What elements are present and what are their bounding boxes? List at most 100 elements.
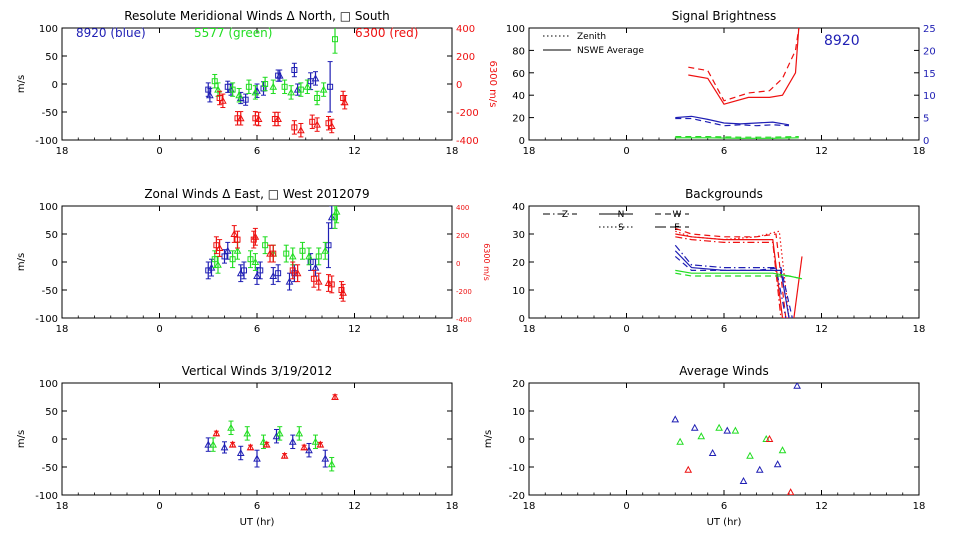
- data-point: [731, 426, 740, 434]
- data-point: [339, 288, 347, 296]
- series-line: [688, 28, 800, 102]
- x-tick-label: 12: [815, 324, 828, 335]
- data-point: [214, 260, 222, 268]
- data-point: [219, 96, 227, 104]
- series-line: [675, 136, 799, 138]
- x-tick-label: 18: [56, 324, 69, 335]
- data-point: [287, 88, 295, 96]
- data-point: [280, 451, 289, 459]
- data-point: [723, 426, 732, 434]
- series-line: [675, 137, 799, 139]
- x-tick-label: 6: [721, 324, 727, 335]
- data-point: [236, 269, 245, 277]
- series-green-triangle: [214, 206, 341, 274]
- y2-tick-label: 15: [923, 69, 936, 80]
- data-point: [266, 249, 274, 257]
- series-green-square: [211, 206, 338, 269]
- data-point: [297, 126, 305, 134]
- x-tick-label: 12: [348, 324, 361, 335]
- data-point: [315, 253, 322, 260]
- series-line: [674, 244, 787, 318]
- data-point: [295, 429, 304, 437]
- y2-tick-label: -400: [456, 136, 479, 147]
- data-point: [291, 124, 298, 131]
- plot-area: [671, 383, 801, 495]
- y2-axis-label: 6300 m/s: [487, 61, 498, 108]
- y2-tick-label: 20: [923, 46, 936, 57]
- x-tick-label: 0: [156, 324, 162, 335]
- y-axis-label: m/s: [16, 430, 27, 448]
- y2-tick-label: 0: [923, 136, 929, 147]
- plot-frame: [528, 382, 920, 496]
- series-line: [675, 236, 782, 318]
- x-tick-label: 0: [156, 146, 162, 157]
- y-axis-label: m/s: [16, 75, 27, 93]
- series-blue-triangle: [206, 69, 320, 105]
- data-point: [216, 95, 223, 101]
- data-point: [311, 74, 320, 82]
- x-tick-label: 0: [623, 501, 629, 512]
- chart-title: Signal Brightness: [672, 9, 777, 23]
- data-point: [259, 437, 268, 445]
- panel-zonal: Zonal Winds Δ East, □ West 2012079 18 0 6 12…: [16, 187, 491, 335]
- data-point: [708, 448, 717, 456]
- data-point: [327, 460, 336, 468]
- plot-frame: [528, 205, 920, 319]
- x-tick-label: 0: [623, 146, 629, 157]
- y2-tick-label: 400: [456, 204, 469, 212]
- data-point: [327, 213, 336, 221]
- series-line: [674, 250, 790, 318]
- x-tick-label: 18: [913, 324, 926, 335]
- x-tick-label: 18: [523, 501, 536, 512]
- data-point: [234, 236, 241, 243]
- data-point: [327, 83, 334, 90]
- legend-label: E: [674, 223, 680, 233]
- series-red-triangle: [684, 434, 795, 495]
- series-blue-square: [205, 222, 332, 283]
- data-point: [220, 443, 229, 451]
- legend-label: N: [618, 210, 625, 220]
- data-point: [676, 437, 684, 445]
- y2-tick-label: -200: [456, 108, 479, 119]
- data-point: [755, 465, 764, 473]
- y-axis-label: m/s: [483, 430, 494, 448]
- data-point: [328, 281, 335, 288]
- series-line: [793, 256, 803, 318]
- y-tick-label: 60: [512, 69, 525, 80]
- data-point: [247, 256, 254, 263]
- data-point: [209, 440, 217, 448]
- legend-label: NSWE Average: [577, 46, 644, 56]
- series-red-triangle: [212, 392, 339, 459]
- data-point: [319, 85, 328, 93]
- y-tick-label: 0: [519, 435, 525, 446]
- y-tick-label: -50: [42, 108, 58, 119]
- series-line: [674, 255, 793, 318]
- data-point: [314, 277, 323, 285]
- x-tick-label: 6: [721, 501, 727, 512]
- data-point: [245, 83, 252, 90]
- data-point: [303, 82, 312, 90]
- series-green-triangle: [209, 420, 336, 472]
- y2-tick-label: 400: [456, 24, 475, 35]
- y-tick-label: 50: [45, 407, 58, 418]
- x-tick-label: 12: [815, 146, 828, 157]
- data-point: [684, 465, 693, 473]
- y-tick-label: 20: [512, 114, 525, 125]
- data-point: [227, 423, 235, 431]
- data-point: [309, 118, 316, 125]
- data-point: [297, 86, 304, 93]
- annotation-label: 8920: [824, 33, 860, 49]
- series-line: [675, 117, 790, 127]
- y2-axis-label: 6300 m/s: [482, 243, 491, 281]
- data-point: [332, 36, 338, 43]
- data-point: [671, 415, 680, 423]
- y-tick-label: 40: [512, 91, 525, 102]
- x-tick-label: 18: [913, 501, 926, 512]
- data-point: [251, 88, 260, 96]
- data-point: [236, 448, 245, 456]
- y-tick-label: -50: [42, 286, 58, 297]
- y-tick-label: -100: [35, 314, 58, 325]
- data-point: [778, 446, 787, 454]
